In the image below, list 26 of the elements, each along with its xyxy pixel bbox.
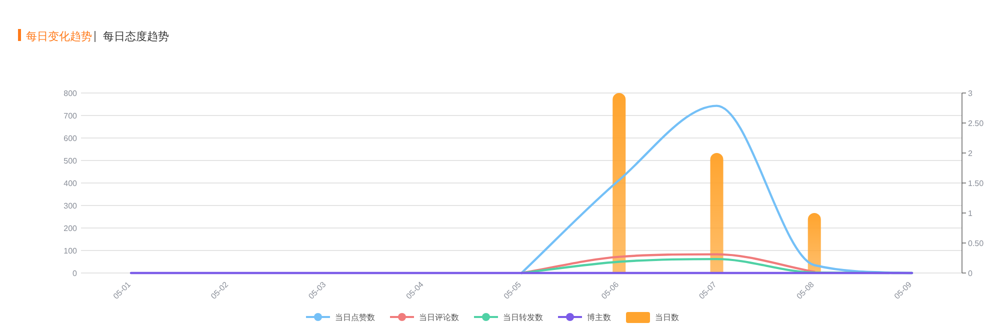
chart-subtitle: 每日态度趋势: [103, 30, 169, 43]
y2-tick-label: 1: [968, 209, 973, 218]
chart-title: 每日变化趋势: [26, 30, 92, 43]
legend-label: 当日评论数: [419, 313, 459, 322]
y-tick-label: 100: [64, 246, 78, 256]
legend-label: 当日转发数: [503, 313, 543, 322]
legend-label: 当日点赞数: [335, 313, 375, 322]
y-tick-label: 500: [64, 156, 78, 166]
bar: [612, 93, 626, 273]
legend-label: 当日数: [655, 313, 679, 322]
y-tick-label: 800: [64, 89, 78, 98]
y-tick-label: 300: [64, 202, 78, 210]
y2-tick-label: 3: [968, 89, 973, 98]
y-tick-label: 400: [64, 179, 78, 188]
bar: [808, 213, 821, 273]
y2-tick-label: 2.50: [968, 119, 984, 128]
y2-tick-label: 1.50: [968, 179, 984, 188]
legend-label: 博主数: [587, 313, 611, 322]
y-tick-label: 0: [72, 269, 78, 278]
y2-tick-label: 0: [968, 269, 973, 278]
y-tick-label: 200: [64, 224, 78, 233]
y-tick-label: 600: [64, 134, 78, 143]
y-tick-label: 700: [64, 112, 78, 120]
y2-tick-label: 0.50: [968, 239, 984, 248]
y2-tick-label: 2: [968, 149, 973, 158]
bar: [710, 153, 724, 273]
